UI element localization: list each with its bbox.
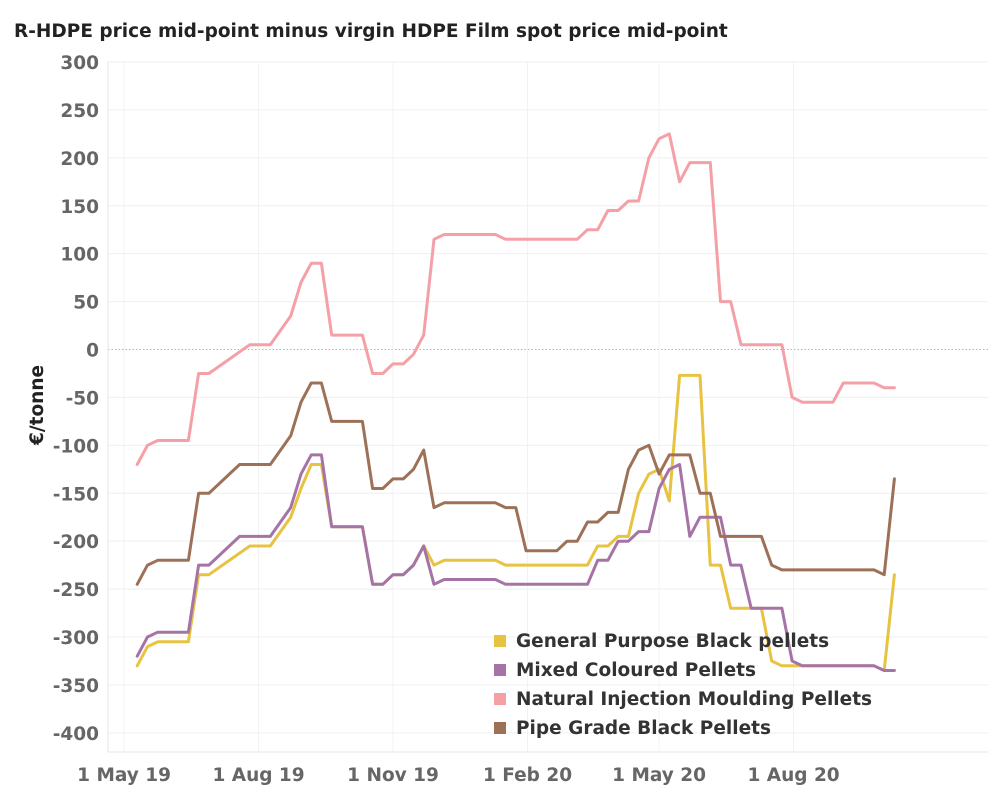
y-tick-label: -100	[53, 436, 99, 457]
y-axis-label: €/tonne	[27, 365, 48, 446]
x-tick-label: 1 Aug 20	[747, 765, 839, 786]
legend-swatch	[494, 664, 506, 676]
legend-swatch	[494, 635, 506, 647]
x-tick-label: 1 May 20	[612, 765, 706, 786]
grid	[108, 61, 988, 752]
y-tick-label: 200	[60, 149, 99, 170]
y-tick-label: 100	[60, 245, 99, 266]
series-line-0	[135, 373, 896, 672]
y-tick-label: -150	[53, 484, 99, 505]
legend-swatch	[494, 722, 506, 734]
y-tick-label: -350	[53, 676, 99, 697]
y-tick-label: 150	[60, 197, 99, 218]
y-tick-label: -300	[53, 628, 99, 649]
y-tick-label: 0	[86, 341, 99, 362]
legend: General Purpose Black pellets Mixed Colou…	[494, 631, 872, 739]
legend-label: Natural Injection Moulding Pellets	[516, 689, 872, 710]
axes: 300 250 200 150 100 50 0 -50 -100 -150 -200 -250 -30…	[27, 53, 988, 786]
legend-swatch	[494, 693, 506, 705]
series-line-3	[135, 381, 896, 586]
x-tick-label: 1 Feb 20	[483, 765, 572, 786]
legend-label: Pipe Grade Black Pellets	[516, 718, 771, 739]
y-tick-label: -200	[53, 532, 99, 553]
y-tick-label: -400	[53, 724, 99, 745]
legend-label: Mixed Coloured Pellets	[516, 660, 756, 681]
x-tick-label: 1 May 19	[77, 765, 171, 786]
y-tick-label: -50	[66, 388, 99, 409]
series-line-2	[135, 132, 896, 466]
y-tick-label: 250	[60, 101, 99, 122]
legend-label: General Purpose Black pellets	[516, 631, 829, 652]
x-tick-label: 1 Nov 19	[347, 765, 439, 786]
series-lines	[135, 132, 896, 672]
chart-title: R-HDPE price mid-point minus virgin HDPE…	[14, 21, 728, 42]
y-tick-label: -250	[53, 580, 99, 601]
y-tick-label: 50	[73, 293, 99, 314]
y-tick-label: 300	[60, 53, 99, 74]
x-tick-label: 1 Aug 19	[212, 765, 304, 786]
